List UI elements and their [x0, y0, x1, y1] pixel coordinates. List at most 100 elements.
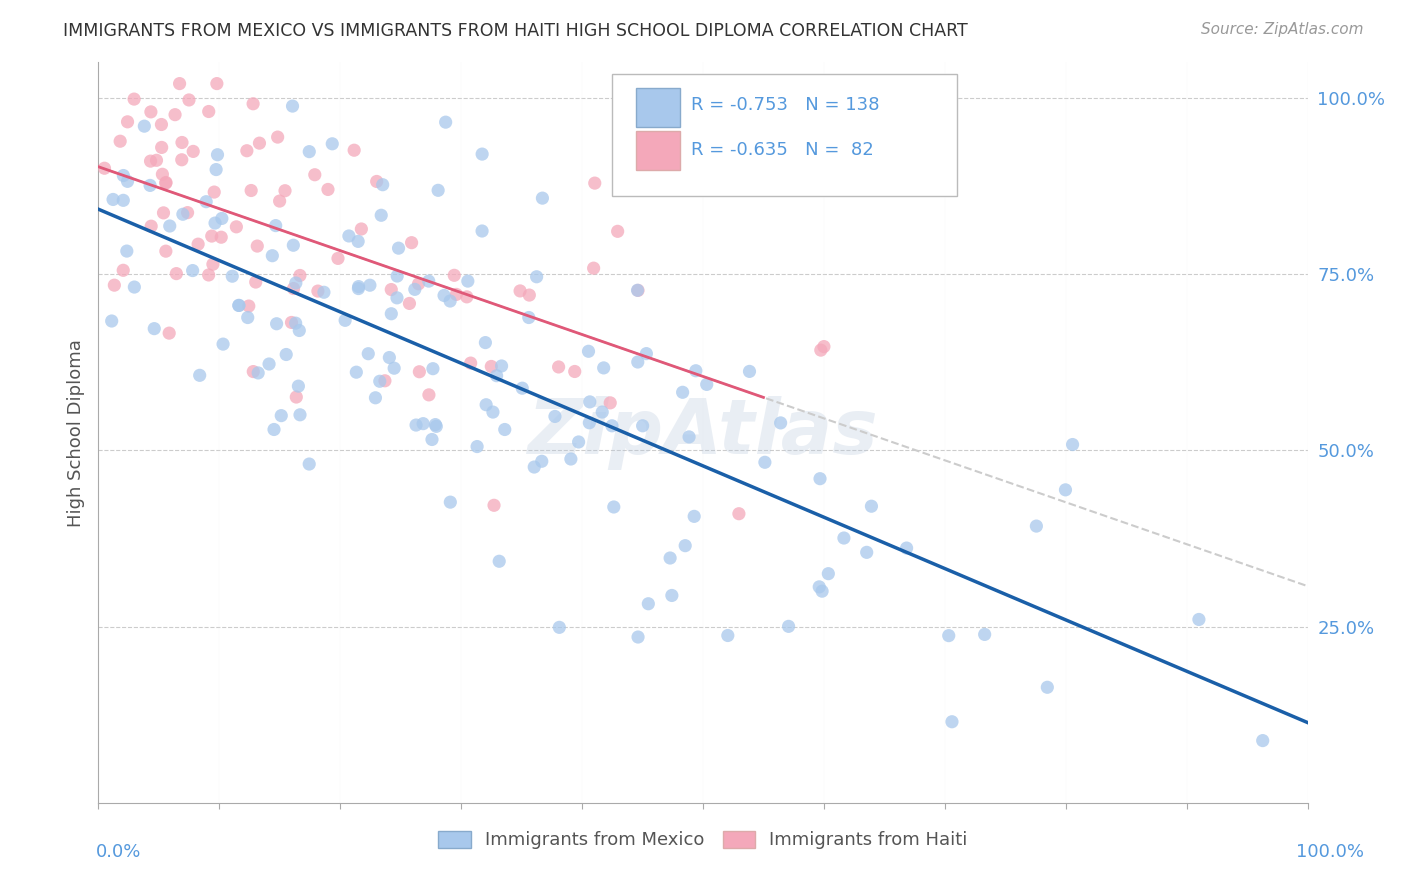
Point [264, 219, 287, 233]
Point [627, 630, 650, 644]
Point [281, 99, 304, 113]
Point [150, 140, 173, 154]
Point [195, 194, 218, 209]
Point [717, 628, 740, 642]
Point [457, 274, 479, 288]
Point [485, 368, 508, 383]
Point [446, 287, 468, 301]
Point [343, 143, 366, 157]
Point [517, 288, 540, 302]
Point [778, 619, 800, 633]
Point [269, 194, 291, 208]
Point [530, 454, 553, 468]
Point [283, 281, 305, 295]
Text: 0.0%: 0.0% [96, 843, 141, 861]
Point [249, 136, 271, 150]
Point [408, 277, 430, 291]
Point [374, 374, 396, 388]
Point [603, 500, 626, 514]
Point [579, 395, 602, 409]
Point [165, 267, 187, 281]
Point [326, 252, 349, 266]
Text: R = -0.635   N =  82: R = -0.635 N = 82 [690, 141, 873, 159]
Point [307, 284, 329, 298]
Point [938, 629, 960, 643]
Point [211, 211, 233, 226]
Point [152, 167, 174, 181]
Point [257, 357, 280, 371]
Point [205, 162, 228, 177]
Point [176, 205, 198, 219]
Point [207, 147, 229, 161]
Point [242, 96, 264, 111]
Point [491, 359, 513, 373]
Point [143, 321, 166, 335]
Point [155, 176, 177, 190]
Point [434, 115, 457, 129]
Point [197, 268, 219, 282]
Point [240, 184, 263, 198]
Point [337, 229, 360, 244]
Point [592, 360, 614, 375]
Point [754, 455, 776, 469]
Point [204, 216, 226, 230]
Point [228, 298, 250, 312]
Text: Source: ZipAtlas.com: Source: ZipAtlas.com [1201, 22, 1364, 37]
Point [205, 77, 228, 91]
Point [134, 119, 156, 133]
Point [93, 161, 115, 176]
Point [187, 237, 209, 252]
Point [465, 440, 488, 454]
Point [350, 222, 373, 236]
Point [482, 498, 505, 512]
Point [578, 416, 600, 430]
Point [201, 229, 224, 244]
Point [1188, 612, 1211, 626]
Point [172, 207, 194, 221]
Point [228, 298, 250, 312]
Point [401, 235, 423, 250]
Point [103, 278, 125, 293]
Point [599, 396, 621, 410]
Text: ZipAtlas: ZipAtlas [527, 396, 879, 469]
Y-axis label: High School Diploma: High School Diploma [66, 339, 84, 526]
Point [494, 423, 516, 437]
Point [347, 279, 370, 293]
Point [287, 379, 309, 393]
Point [284, 316, 307, 330]
Point [270, 409, 292, 423]
Point [637, 597, 659, 611]
Point [284, 276, 307, 290]
Point [583, 176, 606, 190]
Point [347, 282, 370, 296]
Point [523, 460, 546, 475]
Point [181, 145, 204, 159]
Point [471, 224, 494, 238]
Point [344, 365, 367, 379]
Point [860, 500, 883, 514]
Point [673, 539, 696, 553]
Point [510, 381, 533, 395]
Point [471, 147, 494, 161]
Text: R = -0.753   N = 138: R = -0.753 N = 138 [690, 96, 879, 114]
Point [439, 495, 461, 509]
Point [531, 191, 554, 205]
Point [170, 153, 193, 167]
Point [117, 115, 139, 129]
Point [385, 268, 408, 283]
Point [122, 92, 145, 106]
Point [274, 184, 297, 198]
Point [276, 347, 298, 361]
Point [460, 356, 482, 370]
Point [262, 249, 284, 263]
Point [225, 219, 247, 234]
Point [509, 284, 531, 298]
Point [685, 364, 707, 378]
Point [139, 104, 162, 119]
Point [181, 263, 204, 277]
Point [412, 417, 434, 431]
Point [1054, 483, 1077, 497]
Point [141, 219, 163, 234]
Point [433, 288, 456, 302]
Point [321, 136, 343, 151]
